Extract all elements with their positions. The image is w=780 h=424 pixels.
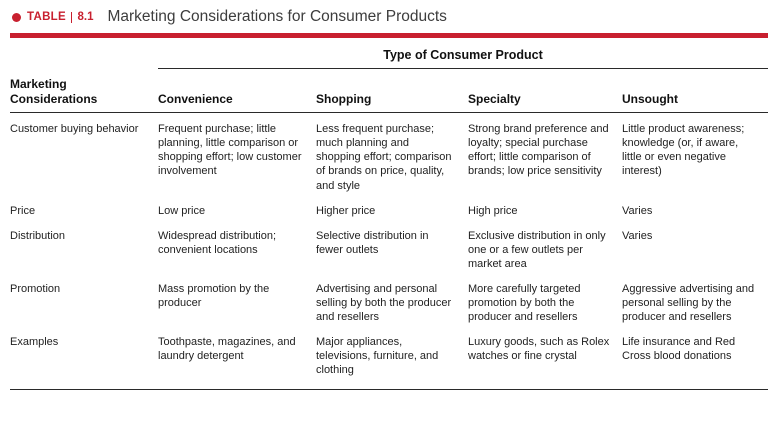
table-cell: Low price [158, 204, 206, 217]
table-number: 8.1 [77, 11, 94, 23]
table-cell: Advertising and personal selling by both… [316, 282, 452, 324]
table-cell: Selective distribution in fewer outlets [316, 229, 429, 256]
table-cell: Luxury goods, such as Rolex watches or f… [468, 326, 622, 391]
caption-divider [70, 11, 73, 23]
row-label: Promotion [10, 282, 61, 295]
column-header-shopping: Shopping [316, 68, 468, 114]
table-caption: TABLE 8.1 Marketing Considerations for C… [10, 5, 768, 33]
table-cell: High price [468, 204, 518, 217]
table-cell: More carefully targeted promotion by bot… [468, 282, 581, 324]
column-header-unsought: Unsought [622, 68, 769, 114]
table-cell: Mass promotion by the producer [158, 282, 270, 309]
table-cell: Aggressive advertising and personal sell… [622, 282, 755, 324]
table-label: TABLE [27, 11, 66, 23]
spanning-header-row: Type of Consumer Product [10, 38, 769, 69]
table-cell: Less frequent purchase; much planning an… [316, 123, 452, 192]
table-cell: Major appliances, televisions, furniture… [316, 326, 468, 391]
row-label: Distribution [10, 229, 66, 242]
row-label: Customer buying behavior [10, 123, 139, 136]
table-cell: Life insurance and Red Cross blood donat… [622, 326, 769, 391]
table-cell: Varies [622, 229, 653, 242]
table-cell: Exclusive distribution in only one or a … [468, 229, 606, 270]
table-cell: Widespread distribution; convenient loca… [158, 229, 277, 256]
row-header: Marketing Considerations [10, 68, 158, 114]
table-figure: TABLE 8.1 Marketing Considerations for C… [10, 5, 769, 391]
empty-corner-cell [10, 38, 158, 69]
table-title: Marketing Considerations for Consumer Pr… [107, 8, 447, 25]
row-label: Examples [10, 326, 158, 391]
column-header-row: Marketing Considerations Convenience Sho… [10, 68, 769, 114]
table-row: Distribution Widespread distribution; co… [10, 220, 768, 273]
table-row: Examples Toothpaste, magazines, and laun… [10, 326, 769, 391]
table-row: Customer buying behavior Frequent purcha… [10, 113, 768, 195]
table-cell: Higher price [316, 204, 376, 217]
row-label: Price [10, 204, 36, 217]
red-bullet-icon [12, 12, 21, 22]
table-cell: Strong brand preference and loyalty; spe… [468, 123, 609, 178]
table-cell: Toothpaste, magazines, and laundry deter… [158, 326, 316, 391]
column-header-specialty: Specialty [468, 68, 622, 114]
table-cell: Varies [622, 204, 653, 217]
table-cell: Frequent purchase; little planning, litt… [158, 123, 302, 178]
column-header-convenience: Convenience [158, 68, 316, 114]
accent-rule [10, 33, 768, 38]
consumer-products-table: Type of Consumer Product Marketing Consi… [10, 38, 769, 391]
spanning-header: Type of Consumer Product [158, 38, 769, 69]
table-cell: Little product awareness; knowledge (or,… [622, 123, 745, 178]
table-row: Promotion Mass promotion by the producer… [10, 273, 768, 326]
table-row: Price Low price Higher price High price … [10, 195, 768, 220]
